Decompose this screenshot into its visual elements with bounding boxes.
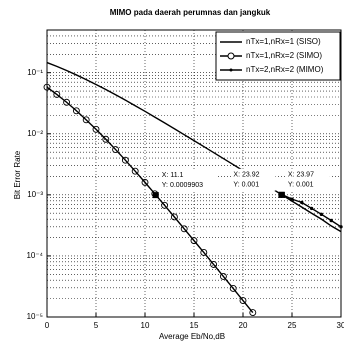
chart-title: MIMO pada daerah perumnas dan jangkuk [110, 8, 271, 17]
y-tick-label: 10⁻² [27, 129, 43, 138]
legend-label: nTx=1,nRx=1 (SISO) [246, 37, 321, 46]
datatip-marker [278, 191, 285, 198]
marker [63, 98, 71, 106]
legend-label: nTx=1,nRx=2 (SIMO) [246, 51, 322, 60]
marker [290, 197, 294, 201]
marker [309, 206, 314, 211]
series-line [46, 61, 342, 233]
marker [53, 90, 61, 98]
marker [229, 285, 237, 292]
datatip-box [231, 168, 276, 191]
marker [170, 213, 178, 221]
datatip-box [159, 169, 218, 192]
datatip-x: X: 23.92 [233, 172, 259, 179]
series-line [46, 86, 254, 314]
x-tick-label: 10 [141, 321, 150, 330]
marker [92, 125, 100, 133]
marker [239, 297, 247, 304]
x-tick-label: 0 [45, 321, 50, 330]
datatip-y: Y: 0.001 [233, 182, 259, 189]
datatip-box [285, 168, 330, 191]
marker [190, 237, 198, 245]
x-axis-label: Average Eb/No,dB [159, 332, 225, 341]
datatip-x: X: 23.97 [288, 172, 314, 179]
x-tick-label: 5 [94, 321, 99, 330]
marker [141, 178, 149, 186]
marker [131, 167, 139, 175]
y-tick-label: 10⁻³ [27, 190, 43, 199]
marker [180, 225, 188, 233]
datatip-marker [152, 192, 159, 199]
marker [200, 248, 208, 256]
marker [121, 156, 129, 164]
x-tick-label: 30 [337, 321, 344, 330]
marker [319, 212, 324, 217]
marker [43, 83, 51, 91]
x-tick-label: 15 [190, 321, 199, 330]
datatip-y: Y: 0.001 [288, 182, 314, 189]
marker [249, 309, 257, 317]
x-tick-label: 20 [239, 321, 248, 330]
marker [161, 201, 169, 209]
y-tick-label: 10⁻¹ [27, 68, 43, 77]
legend-marker [227, 52, 235, 60]
y-axis-label: Bit Error Rate [13, 150, 22, 199]
marker [219, 272, 227, 280]
y-tick-label: 10⁻⁴ [26, 251, 43, 260]
marker [72, 107, 80, 115]
marker [300, 200, 304, 205]
marker [102, 135, 110, 143]
datatip-y: Y: 0.0009903 [162, 182, 203, 189]
legend-label: nTx=2,nRx=2 (MIMO) [246, 65, 324, 74]
marker [112, 146, 120, 154]
marker [210, 261, 218, 268]
marker [329, 218, 333, 223]
x-tick-label: 25 [288, 321, 297, 330]
marker [82, 116, 90, 124]
y-tick-label: 10⁻⁵ [27, 312, 43, 321]
legend-marker [229, 68, 233, 72]
marker [339, 225, 343, 229]
datatip-x: X: 11.1 [162, 172, 184, 179]
plot-frame [46, 29, 342, 318]
